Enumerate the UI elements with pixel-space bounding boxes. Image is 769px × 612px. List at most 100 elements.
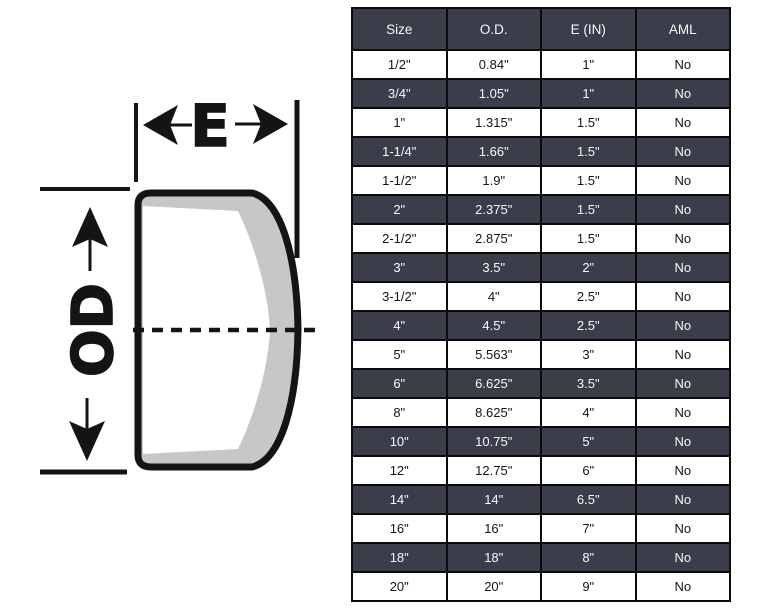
table-row: 16" 16" 7" No bbox=[351, 513, 731, 544]
table-row: 1-1/2" 1.9" 1.5" No bbox=[351, 165, 731, 196]
cell-e-in: 6" bbox=[540, 455, 637, 486]
cell-e-in: 1" bbox=[540, 49, 637, 80]
cell-od: 1.05" bbox=[445, 78, 542, 109]
cell-aml: No bbox=[634, 252, 731, 283]
cell-e-in: 9" bbox=[540, 571, 637, 602]
table-row: 1/2" 0.84" 1" No bbox=[351, 49, 731, 80]
cell-e-in: 2" bbox=[540, 252, 637, 283]
dimensions-table: Size O.D. E (IN) AML 1/2" 0.84" 1" No 3/4" 1.05"… bbox=[351, 7, 731, 602]
cell-e-in: 4" bbox=[540, 397, 637, 428]
cell-od: 2.375" bbox=[445, 194, 542, 225]
cell-e-in: 1.5" bbox=[540, 107, 637, 138]
cell-e-in: 7" bbox=[540, 513, 637, 544]
cell-aml: No bbox=[634, 339, 731, 370]
cell-size: 3" bbox=[351, 252, 448, 283]
e-dimension-label: E bbox=[190, 92, 230, 160]
cell-aml: No bbox=[634, 571, 731, 602]
cell-aml: No bbox=[634, 397, 731, 428]
cell-aml: No bbox=[634, 542, 731, 573]
cell-size: 16" bbox=[351, 513, 448, 544]
cell-od: 3.5" bbox=[445, 252, 542, 283]
cell-size: 8" bbox=[351, 397, 448, 428]
cell-aml: No bbox=[634, 484, 731, 515]
table-row: 18" 18" 8" No bbox=[351, 542, 731, 573]
cell-od: 10.75" bbox=[445, 426, 542, 457]
cell-aml: No bbox=[634, 107, 731, 138]
cell-od: 16" bbox=[445, 513, 542, 544]
table-row: 8" 8.625" 4" No bbox=[351, 397, 731, 428]
od-dimension-label: OD bbox=[61, 283, 126, 377]
cell-e-in: 5" bbox=[540, 426, 637, 457]
cell-od: 20" bbox=[445, 571, 542, 602]
table-body: 1/2" 0.84" 1" No 3/4" 1.05" 1" No 1" 1.315" 1.5" No… bbox=[351, 49, 731, 602]
table-row: 5" 5.563" 3" No bbox=[351, 339, 731, 370]
cell-size: 14" bbox=[351, 484, 448, 515]
table-header: Size O.D. E (IN) AML bbox=[351, 7, 731, 51]
cell-aml: No bbox=[634, 281, 731, 312]
table-row: 10" 10.75" 5" No bbox=[351, 426, 731, 457]
cell-size: 5" bbox=[351, 339, 448, 370]
table-row: 6" 6.625" 3.5" No bbox=[351, 368, 731, 399]
cell-od: 18" bbox=[445, 542, 542, 573]
cell-od: 1.9" bbox=[445, 165, 542, 196]
cell-size: 2" bbox=[351, 194, 448, 225]
cell-aml: No bbox=[634, 426, 731, 457]
cell-size: 12" bbox=[351, 455, 448, 486]
cell-aml: No bbox=[634, 513, 731, 544]
cell-size: 3/4" bbox=[351, 78, 448, 109]
cell-size: 6" bbox=[351, 368, 448, 399]
cell-e-in: 1.5" bbox=[540, 223, 637, 254]
cell-od: 12.75" bbox=[445, 455, 542, 486]
column-header-aml: AML bbox=[634, 7, 731, 51]
od-arrow-up bbox=[72, 207, 108, 247]
table-header-row: Size O.D. E (IN) AML bbox=[351, 7, 731, 51]
cell-size: 1/2" bbox=[351, 49, 448, 80]
cell-od: 0.84" bbox=[445, 49, 542, 80]
cell-aml: No bbox=[634, 223, 731, 254]
cell-size: 1-1/2" bbox=[351, 165, 448, 196]
cell-e-in: 8" bbox=[540, 542, 637, 573]
table-row: 3/4" 1.05" 1" No bbox=[351, 78, 731, 109]
pipe-cap-diagram: E OD bbox=[40, 91, 316, 475]
cell-aml: No bbox=[634, 455, 731, 486]
cell-od: 5.563" bbox=[445, 339, 542, 370]
table-row: 20" 20" 9" No bbox=[351, 571, 731, 602]
table-row: 1" 1.315" 1.5" No bbox=[351, 107, 731, 138]
cell-size: 18" bbox=[351, 542, 448, 573]
table-row: 3-1/2" 4" 2.5" No bbox=[351, 281, 731, 312]
cell-size: 1-1/4" bbox=[351, 136, 448, 167]
column-header-e-in: E (IN) bbox=[540, 7, 637, 51]
od-arrow-down bbox=[69, 421, 105, 461]
cell-od: 6.625" bbox=[445, 368, 542, 399]
cell-e-in: 1.5" bbox=[540, 194, 637, 225]
table-row: 2" 2.375" 1.5" No bbox=[351, 194, 731, 225]
cell-size: 20" bbox=[351, 571, 448, 602]
table-row: 1-1/4" 1.66" 1.5" No bbox=[351, 136, 731, 167]
cell-od: 2.875" bbox=[445, 223, 542, 254]
cap-inner-cavity bbox=[143, 206, 270, 454]
cell-aml: No bbox=[634, 368, 731, 399]
cell-size: 1" bbox=[351, 107, 448, 138]
cell-od: 14" bbox=[445, 484, 542, 515]
cell-od: 1.66" bbox=[445, 136, 542, 167]
cell-size: 3-1/2" bbox=[351, 281, 448, 312]
cell-aml: No bbox=[634, 165, 731, 196]
cell-od: 4.5" bbox=[445, 310, 542, 341]
cell-e-in: 3.5" bbox=[540, 368, 637, 399]
cell-od: 4" bbox=[445, 281, 542, 312]
cell-od: 8.625" bbox=[445, 397, 542, 428]
cell-aml: No bbox=[634, 310, 731, 341]
cell-size: 2-1/2" bbox=[351, 223, 448, 254]
cell-e-in: 1.5" bbox=[540, 165, 637, 196]
cell-e-in: 6.5" bbox=[540, 484, 637, 515]
cell-size: 4" bbox=[351, 310, 448, 341]
column-header-od: O.D. bbox=[445, 7, 542, 51]
cell-e-in: 2.5" bbox=[540, 281, 637, 312]
cell-size: 10" bbox=[351, 426, 448, 457]
cell-e-in: 2.5" bbox=[540, 310, 637, 341]
cell-e-in: 3" bbox=[540, 339, 637, 370]
table-row: 3" 3.5" 2" No bbox=[351, 252, 731, 283]
cell-e-in: 1" bbox=[540, 78, 637, 109]
table-row: 4" 4.5" 2.5" No bbox=[351, 310, 731, 341]
table-row: 12" 12.75" 6" No bbox=[351, 455, 731, 486]
